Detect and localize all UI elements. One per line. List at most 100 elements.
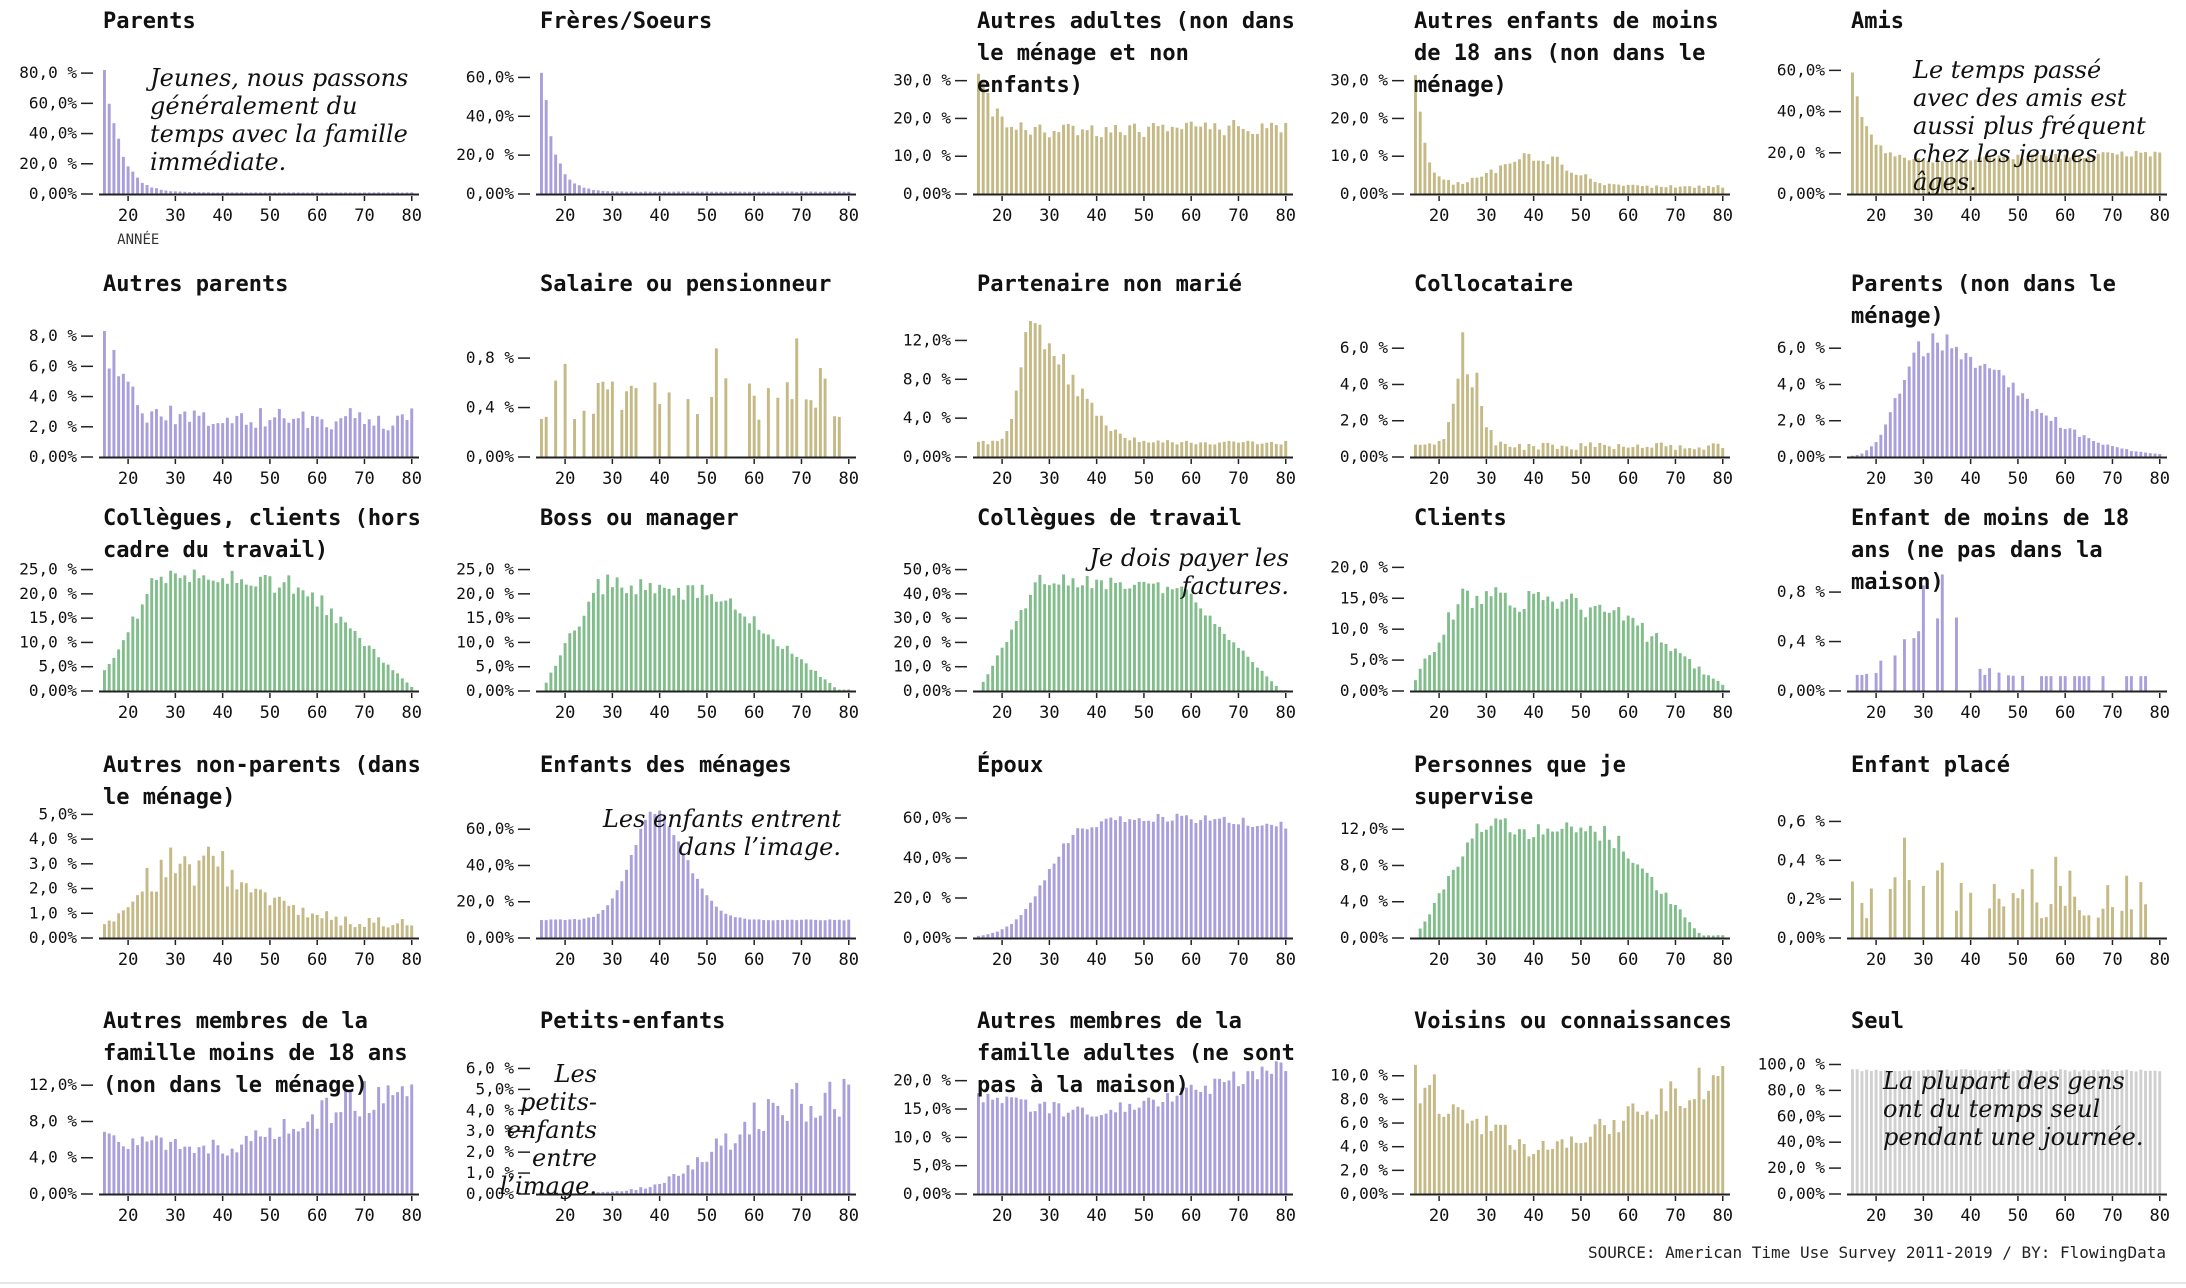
bar <box>681 852 685 938</box>
chart-title: Collocataire <box>1414 272 1573 297</box>
bar <box>771 639 775 691</box>
x-tick-label: 40 <box>1523 206 1543 226</box>
bar <box>733 917 737 938</box>
bar <box>263 192 267 194</box>
bar <box>339 418 343 457</box>
y-tick-label: 4,0 % <box>29 829 78 848</box>
bar <box>814 407 818 457</box>
x-tick-label: 50 <box>260 469 280 489</box>
bar <box>1255 133 1259 194</box>
bar <box>1480 406 1484 457</box>
bar <box>1931 1070 1935 1194</box>
bar <box>405 1096 409 1194</box>
bar <box>131 171 135 194</box>
bar <box>781 920 785 938</box>
bar <box>197 578 201 691</box>
bar <box>644 590 647 691</box>
bar <box>377 415 381 457</box>
x-tick-label: 50 <box>2008 703 2028 723</box>
bar <box>1631 617 1635 691</box>
y-tick-label: 5,0% <box>475 1079 514 1098</box>
bar <box>1860 902 1864 938</box>
bar <box>710 594 714 691</box>
x-tick-label: 70 <box>791 469 811 489</box>
bar <box>2059 158 2062 194</box>
bar <box>1697 1067 1701 1194</box>
bar <box>230 423 234 457</box>
bar <box>1584 617 1588 691</box>
bar <box>259 192 262 194</box>
bar <box>235 889 239 938</box>
bar <box>1860 674 1864 691</box>
bar <box>1208 129 1212 194</box>
bar <box>596 579 600 691</box>
bar <box>1579 443 1583 457</box>
bar <box>615 577 619 691</box>
bar <box>771 191 775 194</box>
x-tick-label: 60 <box>1181 1206 1201 1226</box>
bar <box>315 416 319 457</box>
bar <box>1175 1095 1179 1194</box>
bar <box>1175 813 1179 938</box>
chart-panel: Enfant placé 0,00% 0,2% 0,4 % 0,6 % 20 30 40 50 6… <box>1748 744 2185 984</box>
x-tick-label: 50 <box>697 469 717 489</box>
bar <box>1442 634 1446 691</box>
bar <box>667 826 671 938</box>
bar <box>1522 1144 1526 1194</box>
chart-title: Voisins ou connaissances <box>1414 1009 1732 1034</box>
bar <box>1090 588 1094 691</box>
bar <box>1038 124 1042 194</box>
bar <box>2158 454 2162 457</box>
bar <box>1461 588 1465 691</box>
bar <box>991 1099 995 1194</box>
bar <box>1903 639 1906 691</box>
bar <box>1066 123 1070 194</box>
bar <box>766 920 770 938</box>
bar <box>1076 135 1080 194</box>
bar <box>306 1121 310 1194</box>
bar <box>1232 824 1236 938</box>
bar <box>1128 440 1132 457</box>
bar <box>1076 587 1080 691</box>
bar <box>1997 672 2001 691</box>
x-tick-label: 40 <box>212 206 232 226</box>
x-tick-label: 20 <box>118 1206 138 1226</box>
bar <box>587 601 591 691</box>
bar <box>1128 588 1132 691</box>
bar <box>140 413 144 457</box>
bar <box>363 424 366 457</box>
bar <box>1903 1070 1906 1194</box>
bar <box>136 1145 140 1194</box>
bar <box>2082 435 2086 457</box>
bar <box>1893 877 1897 938</box>
bar <box>121 373 125 457</box>
x-tick-label: 60 <box>1181 703 1201 723</box>
bar <box>1189 442 1193 457</box>
x-tick-label: 50 <box>697 703 717 723</box>
bar <box>1551 831 1555 938</box>
bar <box>596 190 600 194</box>
bar <box>2148 156 2152 194</box>
bar <box>549 919 553 938</box>
bar <box>1029 902 1032 938</box>
x-tick-label: 80 <box>838 206 858 226</box>
bar <box>372 648 376 691</box>
bar <box>986 444 990 457</box>
bar <box>183 411 187 457</box>
bar <box>629 385 633 457</box>
bar <box>719 1145 723 1194</box>
bar <box>1284 440 1288 457</box>
bar <box>1546 164 1550 194</box>
bar <box>1014 129 1018 194</box>
bar <box>2073 896 2077 938</box>
bar <box>1175 444 1179 457</box>
y-tick-label: 0,00% <box>1777 447 1826 466</box>
bar <box>296 1131 300 1194</box>
bar <box>2040 155 2044 194</box>
bar <box>1603 185 1607 194</box>
bar <box>804 663 808 691</box>
bar <box>1442 439 1446 457</box>
bar <box>785 1120 789 1194</box>
bar <box>2030 1070 2034 1194</box>
bar <box>818 920 822 938</box>
